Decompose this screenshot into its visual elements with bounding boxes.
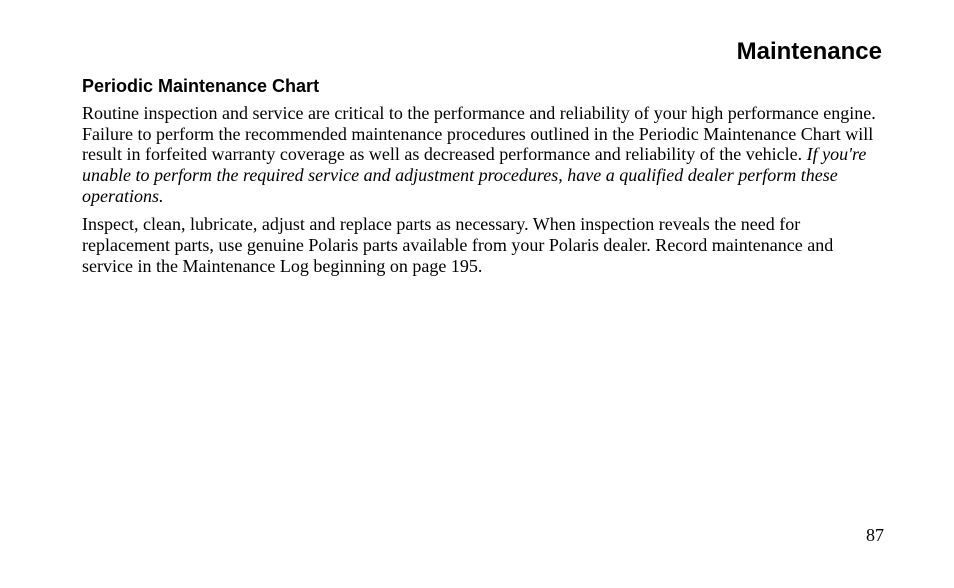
chapter-title: Maintenance — [80, 38, 884, 66]
page-number: 87 — [866, 525, 884, 546]
paragraph-2: Inspect, clean, lubricate, adjust and re… — [82, 214, 884, 276]
paragraph-1: Routine inspection and service are criti… — [82, 103, 884, 206]
paragraph-1-normal: Routine inspection and service are criti… — [82, 103, 876, 164]
section-title: Periodic Maintenance Chart — [82, 76, 884, 97]
document-page: Maintenance Periodic Maintenance Chart R… — [0, 0, 954, 588]
